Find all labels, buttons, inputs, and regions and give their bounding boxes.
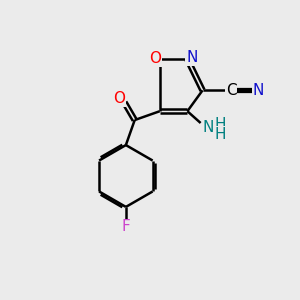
Text: H: H <box>214 117 226 132</box>
Text: F: F <box>122 219 130 234</box>
Text: N: N <box>253 83 264 98</box>
Text: N: N <box>203 120 214 135</box>
Text: H: H <box>214 127 226 142</box>
Text: C: C <box>226 83 237 98</box>
Text: O: O <box>149 51 161 66</box>
Text: N: N <box>186 50 197 65</box>
Text: O: O <box>113 92 125 106</box>
